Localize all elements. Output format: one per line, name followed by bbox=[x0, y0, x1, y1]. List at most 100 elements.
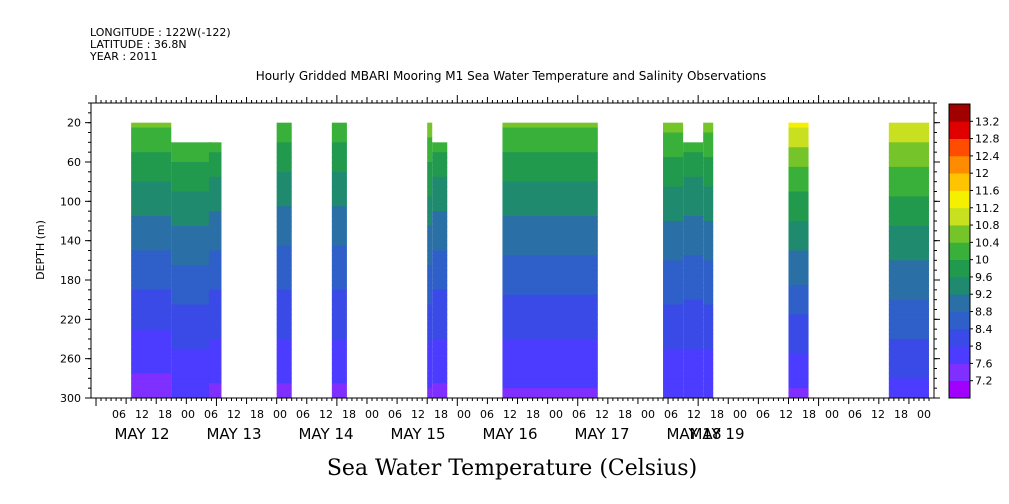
temperature-cell bbox=[788, 383, 809, 389]
temperature-cell bbox=[888, 378, 929, 384]
temperature-cell bbox=[208, 304, 222, 311]
temperature-cell bbox=[703, 250, 714, 257]
temperature-cell bbox=[427, 358, 433, 365]
temperature-cell bbox=[888, 358, 929, 365]
temperature-cell bbox=[276, 284, 292, 291]
temperature-cell bbox=[663, 122, 684, 129]
temperature-cell bbox=[888, 211, 929, 217]
temperature-cell bbox=[788, 314, 809, 320]
temperature-cell bbox=[663, 353, 684, 360]
temperature-cell bbox=[888, 304, 929, 311]
temperature-cell bbox=[432, 393, 448, 398]
x-tick-label: 00 bbox=[457, 408, 471, 421]
temperature-cell bbox=[276, 255, 292, 261]
temperature-cell bbox=[683, 378, 704, 384]
temperature-cell bbox=[788, 186, 809, 193]
temperature-cell bbox=[683, 309, 704, 316]
longitude-label: LONGITUDE : 122W(-122) bbox=[90, 26, 231, 39]
temperature-cell bbox=[788, 132, 809, 139]
temperature-cell bbox=[683, 142, 704, 148]
temperature-cell bbox=[208, 284, 222, 291]
y-tick-label: 60 bbox=[67, 156, 81, 169]
temperature-cell bbox=[331, 270, 347, 276]
temperature-cell bbox=[208, 378, 222, 384]
temperature-cell bbox=[331, 353, 347, 360]
temperature-cell bbox=[788, 353, 809, 360]
temperature-cell bbox=[208, 334, 222, 340]
temperature-cell bbox=[208, 230, 222, 237]
temperature-cell bbox=[703, 216, 714, 222]
temperature-cell bbox=[888, 206, 929, 212]
temperature-cell bbox=[663, 314, 684, 320]
temperature-cell bbox=[432, 363, 448, 370]
temperature-cell bbox=[331, 393, 347, 398]
temperature-cell bbox=[663, 250, 684, 257]
x-tick-label: 18 bbox=[250, 408, 264, 421]
temperature-cell bbox=[703, 368, 714, 375]
temperature-cell bbox=[683, 191, 704, 198]
temperature-cell bbox=[208, 265, 222, 271]
temperature-cell bbox=[331, 206, 347, 212]
temperature-cell bbox=[502, 255, 598, 261]
temperature-cell bbox=[131, 162, 172, 168]
colorbar-title: Sea Water Temperature (Celsius) bbox=[327, 456, 697, 481]
temperature-cell bbox=[131, 270, 172, 276]
temperature-cell bbox=[276, 216, 292, 222]
temperature-cell bbox=[683, 329, 704, 335]
temperature-cell bbox=[131, 230, 172, 237]
temperature-cell bbox=[208, 353, 222, 360]
temperature-cell bbox=[502, 245, 598, 252]
temperature-cell bbox=[276, 378, 292, 384]
temperature-cell bbox=[131, 240, 172, 247]
temperature-cell bbox=[683, 373, 704, 379]
colorbar-swatch bbox=[949, 155, 970, 174]
temperature-cell bbox=[331, 157, 347, 163]
temperature-cell bbox=[432, 280, 448, 286]
temperature-cell bbox=[663, 373, 684, 379]
temperature-cell bbox=[171, 162, 212, 168]
temperature-cell bbox=[432, 250, 448, 257]
temperature-cell bbox=[502, 383, 598, 389]
temperature-cell bbox=[427, 225, 433, 232]
temperature-cell bbox=[208, 201, 222, 207]
temperature-cell bbox=[276, 152, 292, 158]
temperature-cell bbox=[663, 343, 684, 350]
temperature-cell bbox=[502, 348, 598, 355]
temperature-cell bbox=[703, 137, 714, 143]
temperature-cell bbox=[171, 250, 212, 257]
temperature-cell bbox=[788, 348, 809, 355]
temperature-cell bbox=[427, 299, 433, 306]
temperature-cell bbox=[427, 216, 433, 222]
temperature-cell bbox=[888, 147, 929, 153]
temperature-cell bbox=[171, 240, 212, 247]
temperature-cell bbox=[663, 176, 684, 183]
temperature-cell bbox=[427, 373, 433, 379]
temperature-cell bbox=[788, 122, 809, 129]
temperature-cell bbox=[427, 171, 433, 178]
temperature-cell bbox=[683, 339, 704, 345]
temperature-cell bbox=[888, 334, 929, 340]
temperature-cell bbox=[663, 275, 684, 281]
temperature-cell bbox=[683, 324, 704, 330]
temperature-cell bbox=[208, 157, 222, 163]
temperature-cell bbox=[432, 166, 448, 173]
data-column-8 bbox=[502, 122, 598, 398]
temperature-cell bbox=[703, 265, 714, 271]
x-tick-label: 06 bbox=[112, 408, 126, 421]
temperature-cell bbox=[171, 221, 212, 227]
temperature-cell bbox=[131, 265, 172, 271]
temperature-cell bbox=[427, 201, 433, 207]
temperature-cell bbox=[171, 265, 212, 271]
colorbar-label: 12 bbox=[975, 167, 989, 180]
colorbar-label: 7.2 bbox=[975, 375, 993, 388]
temperature-cell bbox=[171, 284, 212, 291]
x-tick-label: 06 bbox=[756, 408, 770, 421]
temperature-cell bbox=[276, 162, 292, 168]
temperature-cell bbox=[276, 250, 292, 257]
temperature-cell bbox=[331, 225, 347, 232]
temperature-cell bbox=[502, 186, 598, 193]
temperature-cell bbox=[888, 127, 929, 134]
temperature-cell bbox=[663, 270, 684, 276]
temperature-cell bbox=[502, 363, 598, 370]
colorbar-swatch bbox=[949, 346, 970, 364]
